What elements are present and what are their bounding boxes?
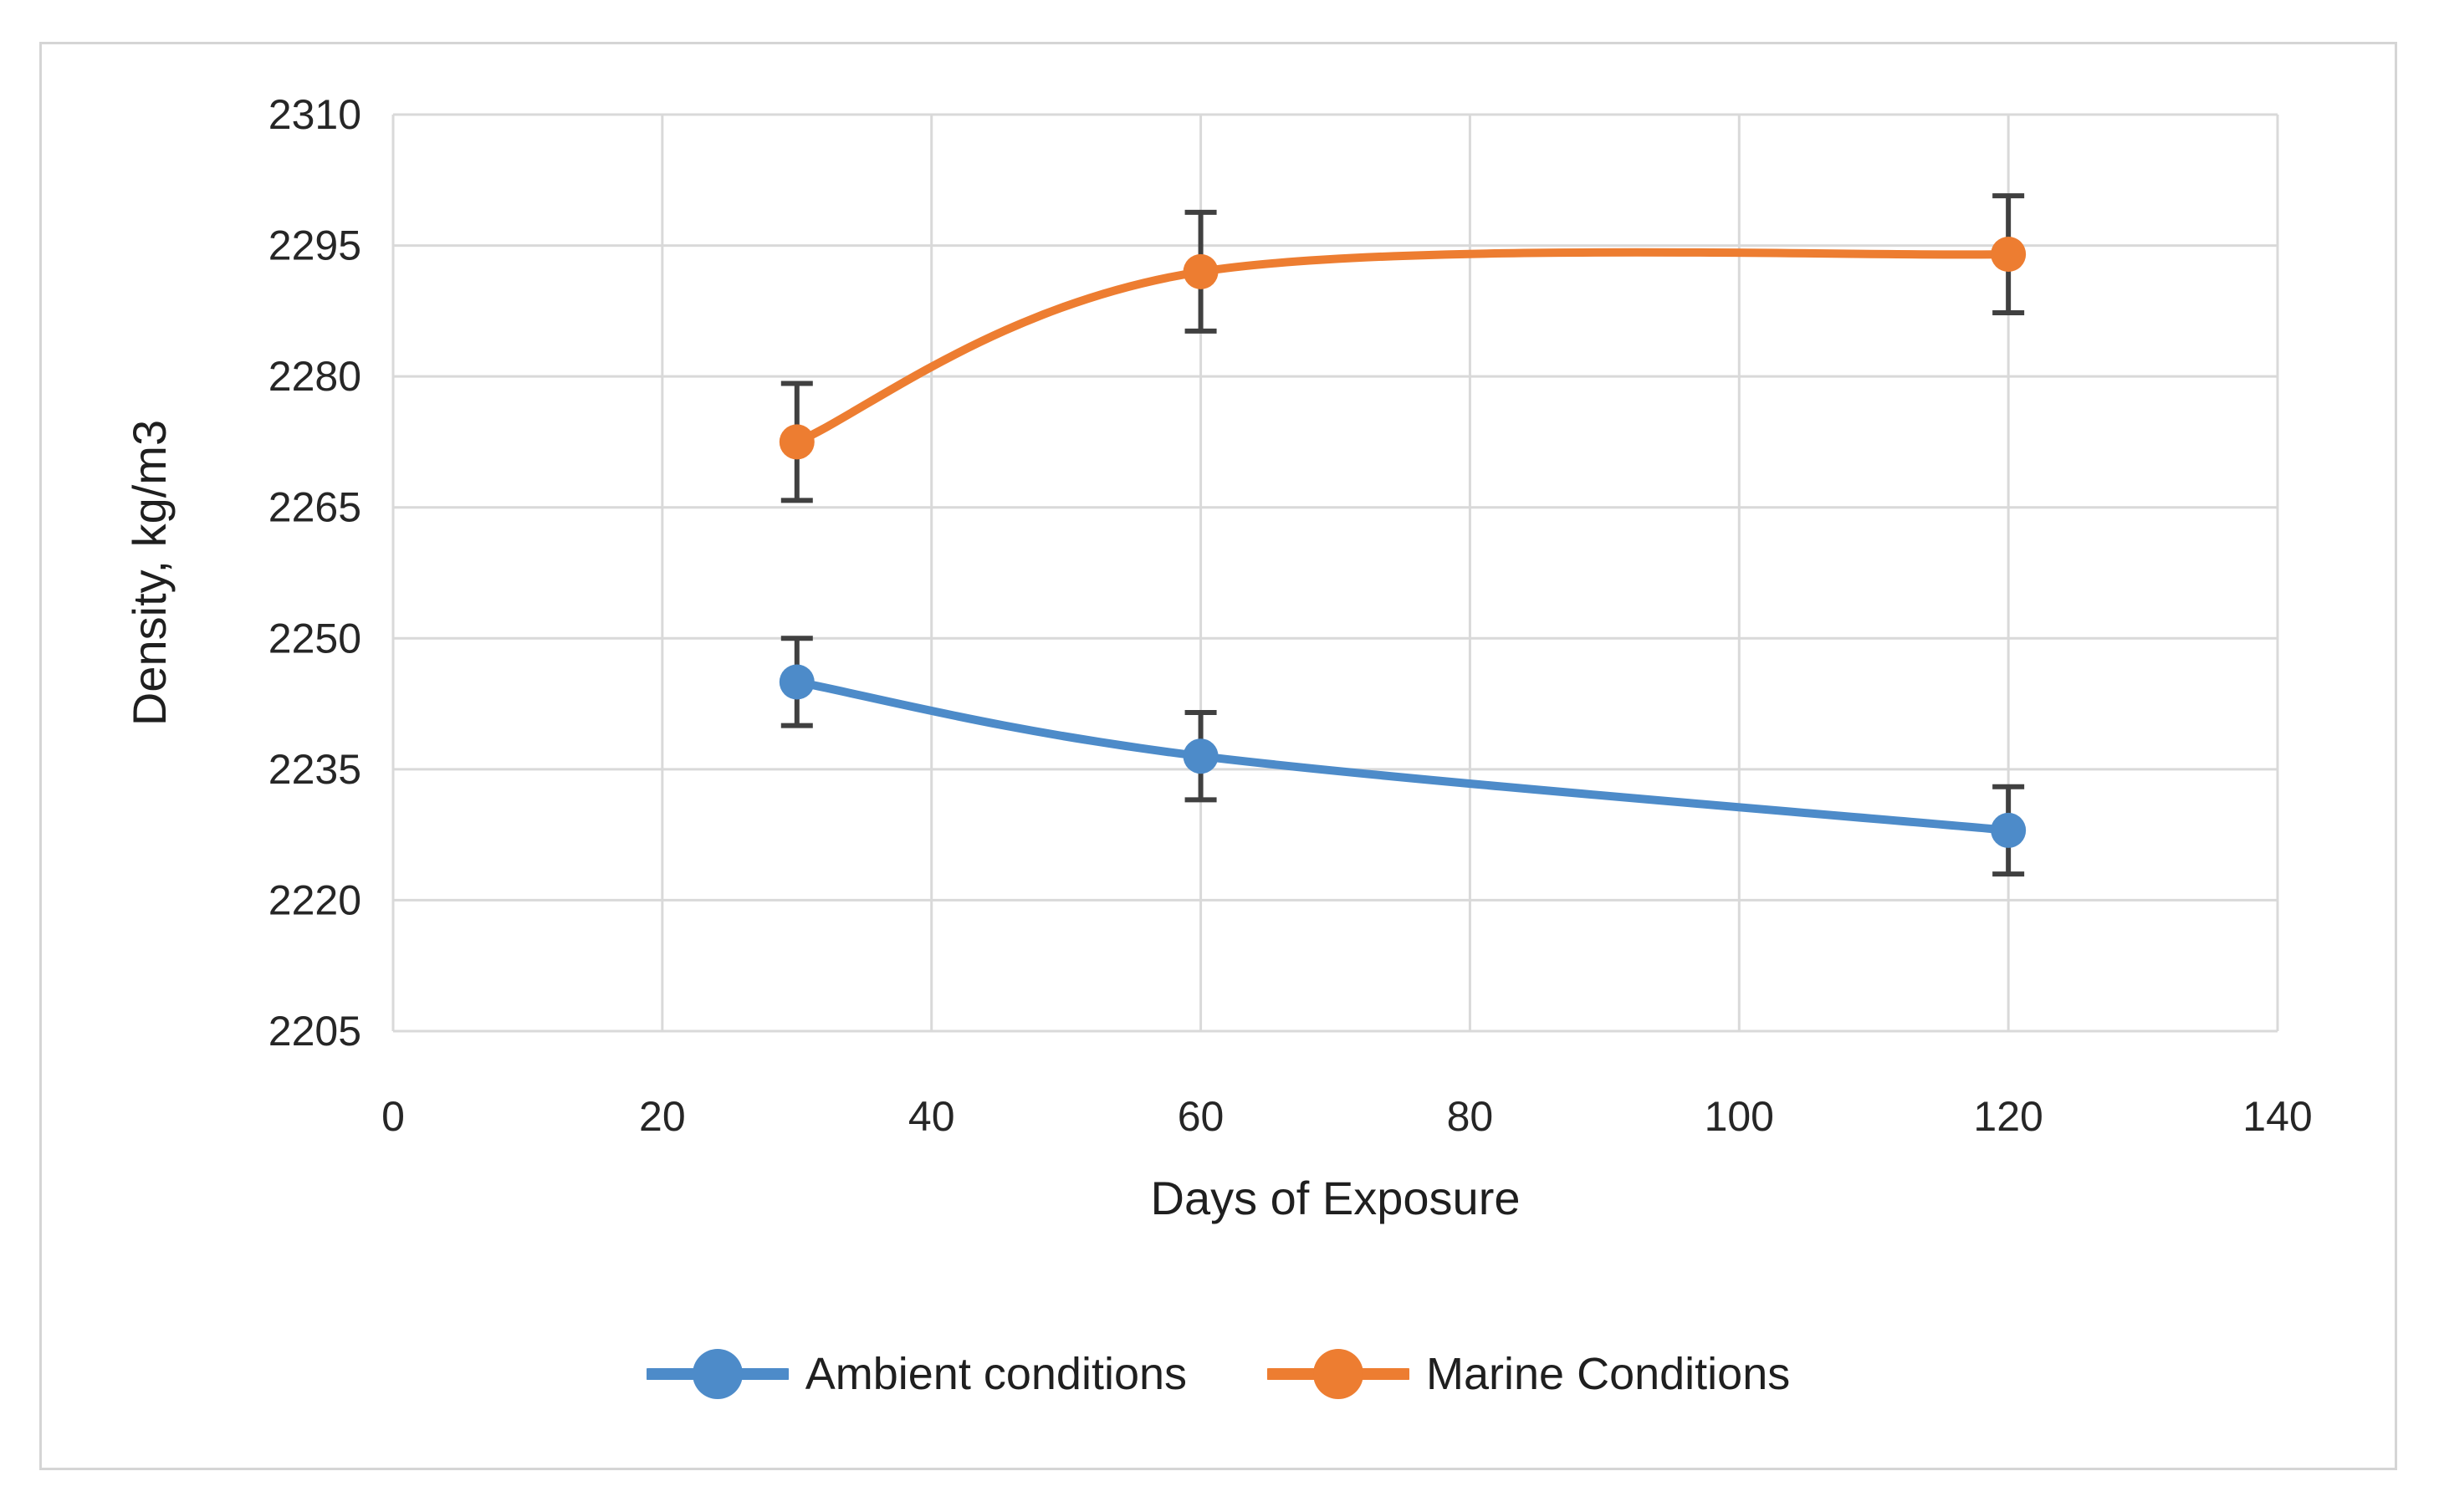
x-tick-label: 60	[1178, 1093, 1225, 1140]
data-point-marker	[779, 424, 815, 460]
x-tick-label: 20	[639, 1093, 686, 1140]
x-tick-label: 80	[1447, 1093, 1494, 1140]
data-point-marker	[1183, 253, 1219, 289]
legend-label: Ambient conditions	[805, 1349, 1188, 1399]
chart-legend: Ambient conditions Marine Conditions	[39, 1328, 2397, 1420]
legend-item-ambient-conditions: Ambient conditions	[646, 1342, 1188, 1406]
legend-label: Marine Conditions	[1426, 1349, 1791, 1399]
y-tick-label: 2265	[268, 484, 361, 531]
y-tick-label: 2220	[268, 876, 361, 923]
series-line-marine-conditions	[792, 248, 2013, 447]
y-tick-label: 2280	[268, 353, 361, 400]
y-tick-label: 2205	[268, 1008, 361, 1055]
y-tick-label: 2295	[268, 222, 361, 269]
data-point-marker	[1183, 738, 1219, 774]
x-tick-label: 120	[1973, 1093, 2043, 1140]
data-point-marker	[1991, 237, 2027, 273]
y-tick-label: 2310	[268, 91, 361, 138]
data-point-marker	[1991, 812, 2027, 848]
y-tick-label: 2250	[268, 615, 361, 662]
y-axis-title: Density, kg/m3	[123, 420, 176, 726]
x-tick-label: 0	[381, 1093, 405, 1140]
legend-marker-icon	[646, 1349, 789, 1399]
data-point-marker	[779, 664, 815, 700]
legend-item-marine-conditions: Marine Conditions	[1267, 1342, 1790, 1406]
series-line-ambient-conditions	[792, 677, 2013, 835]
legend-marker-circle	[692, 1349, 743, 1399]
x-tick-label: 140	[2242, 1093, 2312, 1140]
y-tick-label: 2235	[268, 746, 361, 793]
x-axis-title: Days of Exposure	[1151, 1172, 1521, 1224]
legend-marker-circle	[1313, 1349, 1364, 1399]
x-tick-label: 40	[908, 1093, 955, 1140]
x-tick-label: 100	[1705, 1093, 1774, 1140]
legend-marker-icon	[1267, 1349, 1410, 1399]
